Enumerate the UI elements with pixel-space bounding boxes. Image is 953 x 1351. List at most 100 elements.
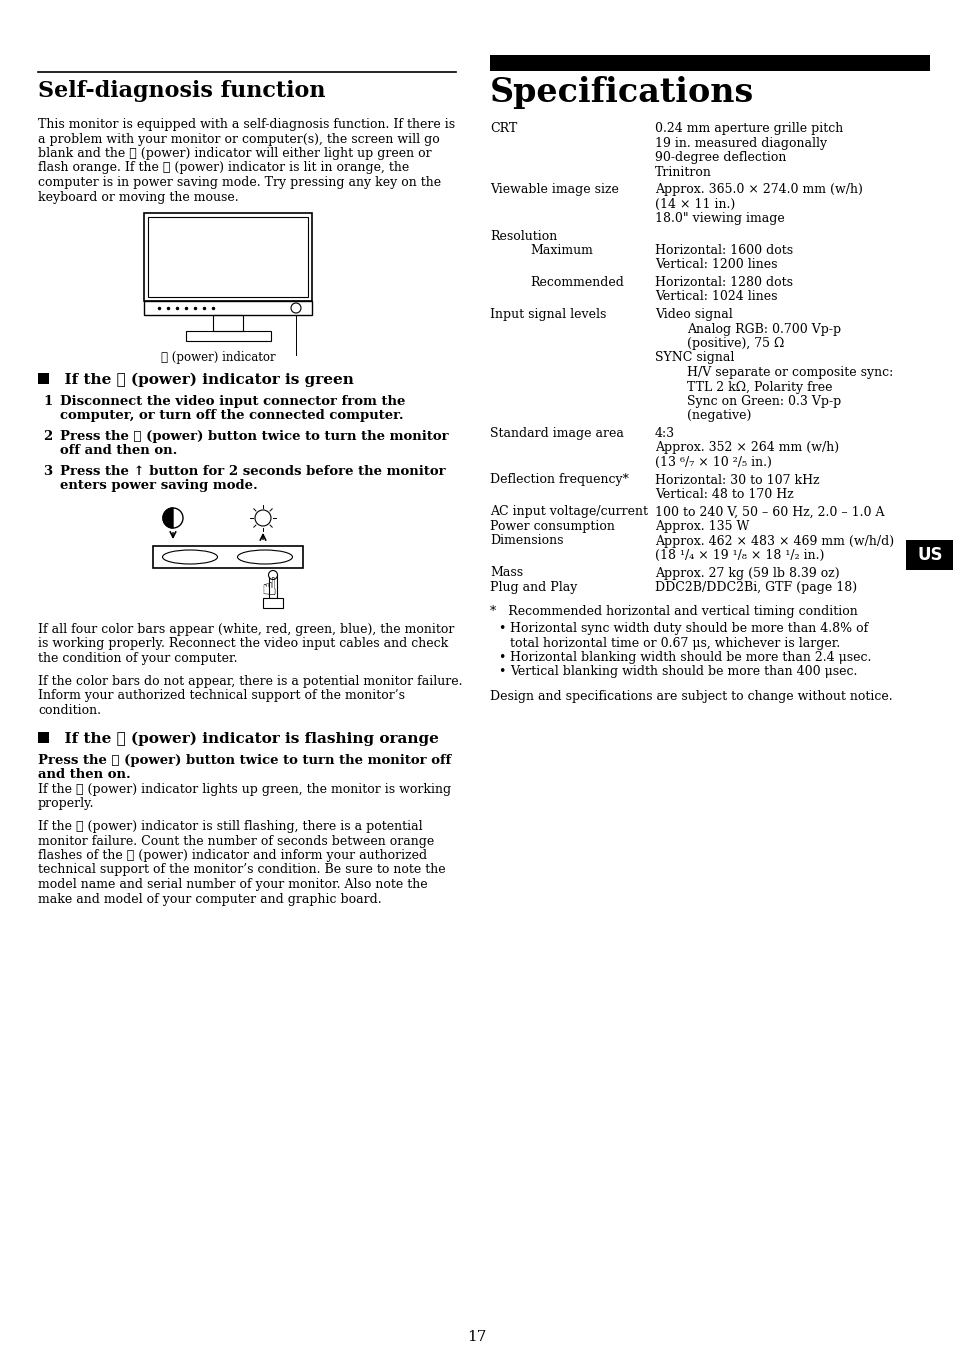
Text: If the ⏻ (power) indicator lights up green, the monitor is working: If the ⏻ (power) indicator lights up gre… (38, 784, 451, 796)
Text: Approx. 462 × 483 × 469 mm (w/h/d): Approx. 462 × 483 × 469 mm (w/h/d) (655, 535, 893, 547)
Text: ⏻ (power) indicator: ⏻ (power) indicator (160, 351, 275, 363)
Text: Design and specifications are subject to change without notice.: Design and specifications are subject to… (490, 690, 892, 703)
Text: 90-degree deflection: 90-degree deflection (655, 151, 785, 163)
Bar (38, 373, 49, 384)
Text: *   Recommended horizontal and vertical timing condition: * Recommended horizontal and vertical ti… (490, 605, 857, 619)
Text: Inform your authorized technical support of the monitor’s: Inform your authorized technical support… (38, 689, 405, 703)
Text: (13 ⁶/₇ × 10 ²/₅ in.): (13 ⁶/₇ × 10 ²/₅ in.) (655, 457, 771, 469)
Text: Vertical: 48 to 170 Hz: Vertical: 48 to 170 Hz (655, 488, 793, 501)
Text: CRT: CRT (490, 122, 517, 135)
Bar (263, 598, 283, 608)
Text: Standard image area: Standard image area (490, 427, 623, 440)
Bar (213, 315, 243, 331)
Text: Approx. 135 W: Approx. 135 W (655, 520, 749, 534)
Text: If the ⏻ (power) indicator is green: If the ⏻ (power) indicator is green (54, 373, 354, 388)
Text: 3: 3 (43, 465, 52, 478)
Text: 0.24 mm aperture grille pitch: 0.24 mm aperture grille pitch (655, 122, 842, 135)
Text: model name and serial number of your monitor. Also note the: model name and serial number of your mon… (38, 878, 427, 892)
Text: Disconnect the video input connector from the: Disconnect the video input connector fro… (60, 394, 405, 408)
Text: 19 in. measured diagonally: 19 in. measured diagonally (655, 136, 826, 150)
Text: Press the ↑ button for 2 seconds before the monitor: Press the ↑ button for 2 seconds before … (60, 465, 445, 478)
Text: Vertical: 1024 lines: Vertical: 1024 lines (655, 290, 777, 304)
Text: If the color bars do not appear, there is a potential monitor failure.: If the color bars do not appear, there i… (38, 674, 462, 688)
Text: Press the ⏻ (power) button twice to turn the monitor off: Press the ⏻ (power) button twice to turn… (38, 754, 451, 767)
Text: Power consumption: Power consumption (490, 520, 615, 534)
Text: If the ⏻ (power) indicator is flashing orange: If the ⏻ (power) indicator is flashing o… (54, 732, 438, 746)
Text: (positive), 75 Ω: (positive), 75 Ω (686, 336, 783, 350)
Text: Horizontal: 1280 dots: Horizontal: 1280 dots (655, 276, 792, 289)
Text: Trinitron: Trinitron (655, 166, 711, 178)
Text: Mass: Mass (490, 566, 522, 580)
Text: US: US (916, 546, 942, 563)
Text: TTL 2 kΩ, Polarity free: TTL 2 kΩ, Polarity free (686, 381, 832, 393)
Text: Resolution: Resolution (490, 230, 557, 242)
Text: Horizontal: 1600 dots: Horizontal: 1600 dots (655, 245, 792, 257)
Text: 1: 1 (43, 394, 52, 408)
Circle shape (268, 570, 277, 580)
Text: keyboard or moving the mouse.: keyboard or moving the mouse. (38, 190, 238, 204)
Text: 2: 2 (43, 430, 52, 443)
Text: •: • (497, 621, 505, 635)
Text: Self-diagnosis function: Self-diagnosis function (38, 80, 325, 101)
Text: DDC2B/DDC2Bi, GTF (page 18): DDC2B/DDC2Bi, GTF (page 18) (655, 581, 856, 594)
Text: technical support of the monitor’s condition. Be sure to note the: technical support of the monitor’s condi… (38, 863, 445, 877)
Text: the condition of your computer.: the condition of your computer. (38, 653, 237, 665)
Text: Plug and Play: Plug and Play (490, 581, 577, 594)
Text: (negative): (negative) (686, 409, 751, 423)
Text: condition.: condition. (38, 704, 101, 716)
Text: •: • (497, 651, 505, 663)
Bar (490, 55, 929, 72)
Bar (144, 301, 312, 315)
Text: blank and the ⏻ (power) indicator will either light up green or: blank and the ⏻ (power) indicator will e… (38, 147, 431, 159)
Text: Press the ⏻ (power) button twice to turn the monitor: Press the ⏻ (power) button twice to turn… (60, 430, 448, 443)
Bar (38, 732, 49, 743)
Text: Viewable image size: Viewable image size (490, 182, 618, 196)
Bar (905, 540, 953, 570)
Text: Maximum: Maximum (530, 245, 592, 257)
Text: If all four color bars appear (white, red, green, blue), the monitor: If all four color bars appear (white, re… (38, 623, 454, 636)
Text: Vertical blanking width should be more than 400 μsec.: Vertical blanking width should be more t… (510, 666, 857, 678)
Text: (18 ¹/₄ × 19 ¹/₈ × 18 ¹/₂ in.): (18 ¹/₄ × 19 ¹/₈ × 18 ¹/₂ in.) (655, 549, 823, 562)
Text: Vertical: 1200 lines: Vertical: 1200 lines (655, 258, 777, 272)
Text: computer, or turn off the connected computer.: computer, or turn off the connected comp… (60, 409, 403, 423)
Text: Specifications: Specifications (490, 76, 754, 109)
Text: 17: 17 (467, 1329, 486, 1344)
Text: enters power saving mode.: enters power saving mode. (60, 480, 257, 493)
Text: Approx. 352 × 264 mm (w/h): Approx. 352 × 264 mm (w/h) (655, 442, 839, 454)
Text: properly.: properly. (38, 797, 94, 811)
Text: Deflection frequency*: Deflection frequency* (490, 473, 628, 486)
Text: 100 to 240 V, 50 – 60 Hz, 2.0 – 1.0 A: 100 to 240 V, 50 – 60 Hz, 2.0 – 1.0 A (655, 505, 883, 519)
Text: This monitor is equipped with a self-diagnosis function. If there is: This monitor is equipped with a self-dia… (38, 118, 455, 131)
Bar (186, 331, 271, 340)
Text: If the ⏻ (power) indicator is still flashing, there is a potential: If the ⏻ (power) indicator is still flas… (38, 820, 422, 834)
Text: monitor failure. Count the number of seconds between orange: monitor failure. Count the number of sec… (38, 835, 434, 847)
Text: computer is in power saving mode. Try pressing any key on the: computer is in power saving mode. Try pr… (38, 176, 440, 189)
Text: Recommended: Recommended (530, 276, 623, 289)
Text: (14 × 11 in.): (14 × 11 in.) (655, 197, 735, 211)
Bar (152, 546, 303, 567)
Text: off and then on.: off and then on. (60, 444, 177, 458)
Text: flash orange. If the ⏻ (power) indicator is lit in orange, the: flash orange. If the ⏻ (power) indicator… (38, 162, 409, 174)
Text: Input signal levels: Input signal levels (490, 308, 606, 322)
Text: and then on.: and then on. (38, 769, 131, 781)
Text: Horizontal blanking width should be more than 2.4 μsec.: Horizontal blanking width should be more… (510, 651, 870, 663)
Text: 18.0" viewing image: 18.0" viewing image (655, 212, 784, 226)
Text: make and model of your computer and graphic board.: make and model of your computer and grap… (38, 893, 381, 905)
Text: •: • (497, 666, 505, 678)
Bar (269, 574, 276, 598)
Text: Horizontal sync width duty should be more than 4.8% of: Horizontal sync width duty should be mor… (510, 621, 867, 635)
Text: Sync on Green: 0.3 Vp-p: Sync on Green: 0.3 Vp-p (686, 394, 841, 408)
Text: Video signal: Video signal (655, 308, 732, 322)
Text: Analog RGB: 0.700 Vp-p: Analog RGB: 0.700 Vp-p (686, 323, 841, 335)
Text: flashes of the ⏻ (power) indicator and inform your authorized: flashes of the ⏻ (power) indicator and i… (38, 848, 427, 862)
Text: ☝️: ☝️ (262, 576, 277, 600)
Text: Horizontal: 30 to 107 kHz: Horizontal: 30 to 107 kHz (655, 473, 819, 486)
Text: AC input voltage/current: AC input voltage/current (490, 505, 647, 519)
Text: SYNC signal: SYNC signal (655, 351, 734, 365)
Text: is working properly. Reconnect the video input cables and check: is working properly. Reconnect the video… (38, 638, 448, 650)
Text: Approx. 365.0 × 274.0 mm (w/h): Approx. 365.0 × 274.0 mm (w/h) (655, 182, 862, 196)
Text: Dimensions: Dimensions (490, 535, 563, 547)
Bar (148, 218, 308, 297)
Text: a problem with your monitor or computer(s), the screen will go: a problem with your monitor or computer(… (38, 132, 439, 146)
Text: 4:3: 4:3 (655, 427, 675, 440)
